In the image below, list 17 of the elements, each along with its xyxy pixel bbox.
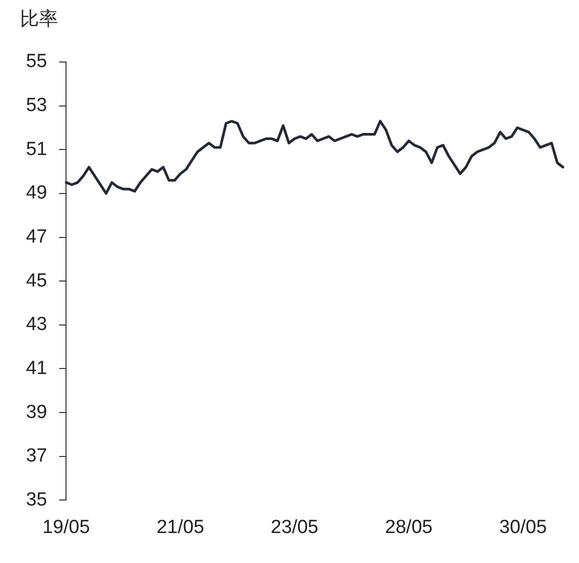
y-tick-label: 49 bbox=[26, 182, 48, 204]
y-tick-label: 51 bbox=[26, 138, 48, 160]
y-tick-label: 43 bbox=[26, 314, 48, 336]
y-tick-label: 53 bbox=[26, 95, 48, 116]
y-axis-title: 比率 bbox=[20, 8, 58, 32]
y-tick-label: 47 bbox=[26, 226, 48, 248]
y-tick-label: 55 bbox=[26, 51, 48, 72]
y-tick-label: 37 bbox=[26, 446, 48, 467]
y-tick-label: 41 bbox=[26, 358, 48, 379]
x-tick-label: 30/05 bbox=[499, 516, 547, 538]
x-tick-label: 28/05 bbox=[385, 516, 433, 538]
y-tick-label: 35 bbox=[26, 489, 48, 510]
y-tick-label: 39 bbox=[26, 402, 48, 423]
x-tick-label: 21/05 bbox=[156, 516, 204, 538]
y-tick-label: 45 bbox=[26, 270, 48, 292]
x-tick-label: 23/05 bbox=[270, 516, 318, 538]
x-tick-label: 19/05 bbox=[42, 516, 90, 538]
